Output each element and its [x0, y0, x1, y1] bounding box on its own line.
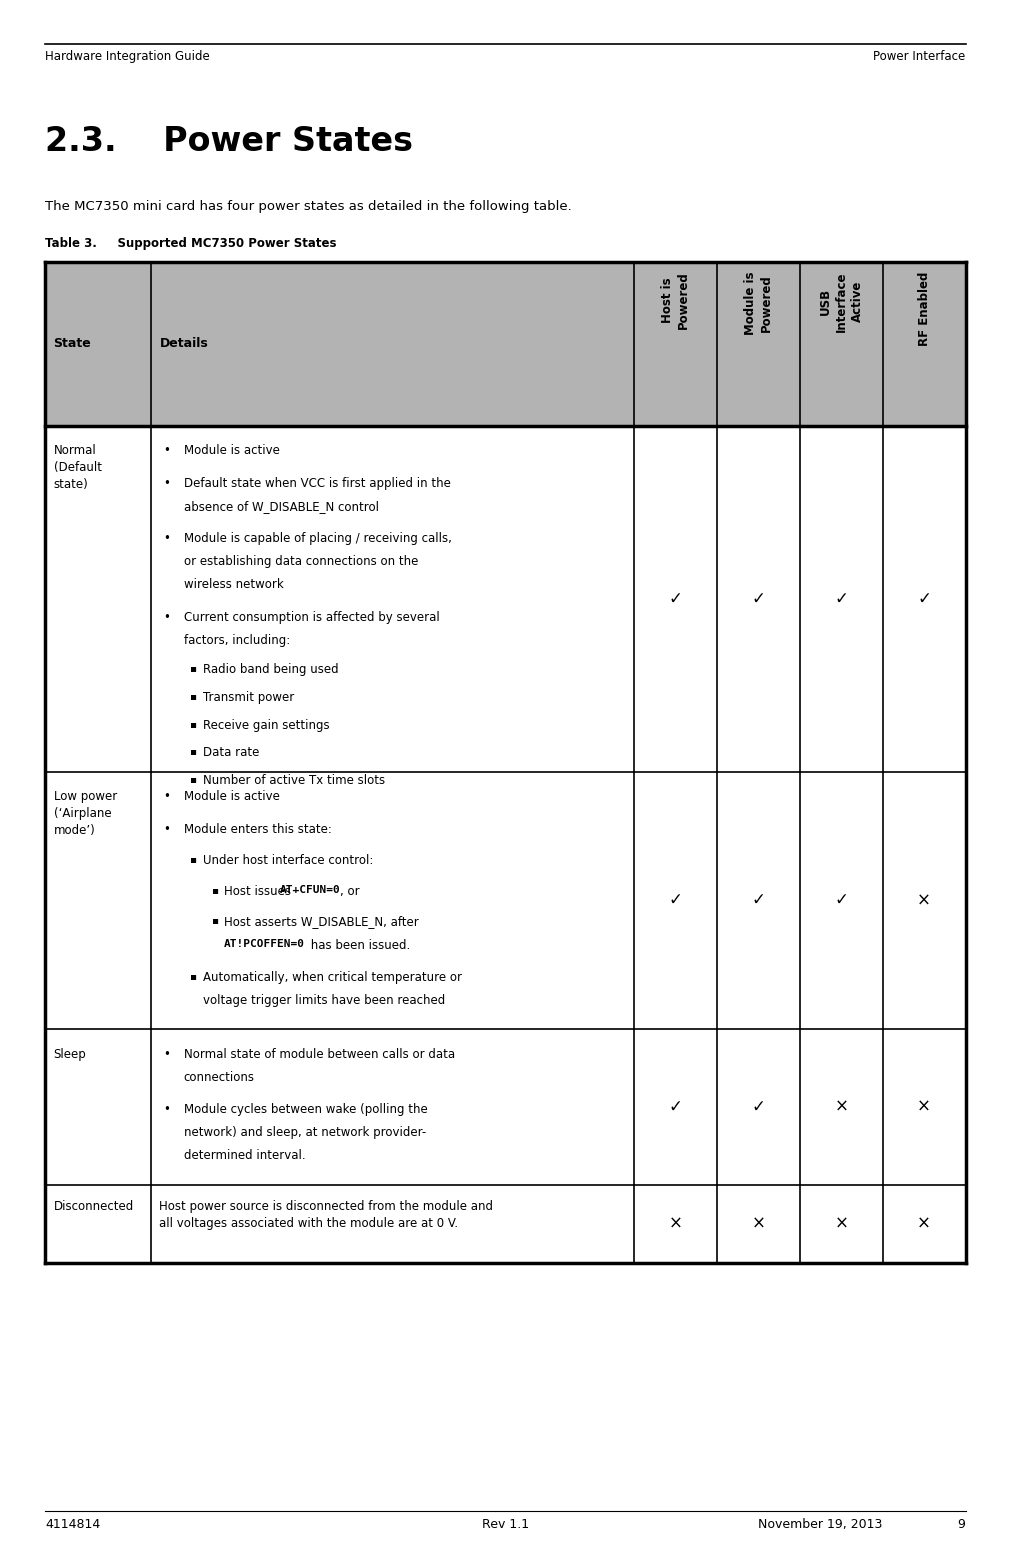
Text: The MC7350 mini card has four power states as detailed in the following table.: The MC7350 mini card has four power stat…	[45, 200, 572, 212]
Text: determined interval.: determined interval.	[184, 1149, 305, 1163]
Text: Module enters this state:: Module enters this state:	[184, 823, 332, 836]
Text: factors, including:: factors, including:	[184, 635, 290, 647]
Text: •: •	[164, 790, 170, 803]
Text: ▪: ▪	[211, 915, 218, 926]
Text: Module is active: Module is active	[184, 790, 279, 803]
Text: Module is capable of placing / receiving calls,: Module is capable of placing / receiving…	[184, 532, 452, 546]
Text: Low power
(‘Airplane
mode’): Low power (‘Airplane mode’)	[54, 790, 117, 837]
Text: wireless network: wireless network	[184, 578, 283, 591]
Text: ▪: ▪	[189, 854, 196, 864]
Text: Current consumption is affected by several: Current consumption is affected by sever…	[184, 611, 440, 624]
Text: ×: ×	[834, 1214, 848, 1233]
Text: ▪: ▪	[189, 775, 196, 784]
Text: Power Interface: Power Interface	[874, 50, 966, 62]
Text: ×: ×	[917, 1214, 931, 1233]
Text: State: State	[54, 337, 91, 351]
Text: Host power source is disconnected from the module and
all voltages associated wi: Host power source is disconnected from t…	[160, 1200, 493, 1230]
Text: Disconnected: Disconnected	[54, 1200, 133, 1213]
Text: ✓: ✓	[917, 589, 931, 608]
Text: •: •	[164, 1048, 170, 1060]
Text: Host issues: Host issues	[224, 884, 295, 898]
Bar	[45, 262, 966, 426]
Text: voltage trigger limits have been reached: voltage trigger limits have been reached	[203, 995, 445, 1007]
Text: Radio band being used: Radio band being used	[203, 663, 339, 677]
Text: AT!PCOFFEN=0: AT!PCOFFEN=0	[224, 939, 305, 948]
Text: Module cycles between wake (polling the: Module cycles between wake (polling the	[184, 1104, 428, 1116]
Text: •: •	[164, 1104, 170, 1116]
Text: ▪: ▪	[189, 663, 196, 673]
Text: •: •	[164, 477, 170, 490]
Text: 4114814: 4114814	[45, 1518, 101, 1531]
Text: Automatically, when critical temperature or: Automatically, when critical temperature…	[203, 971, 462, 984]
Text: 2.3.    Power States: 2.3. Power States	[45, 125, 413, 157]
Text: Module is active: Module is active	[184, 444, 279, 457]
Text: Details: Details	[160, 337, 208, 351]
Text: connections: connections	[184, 1071, 255, 1084]
Text: Default state when VCC is first applied in the: Default state when VCC is first applied …	[184, 477, 451, 490]
Text: ▪: ▪	[189, 747, 196, 756]
Text: ×: ×	[668, 1214, 682, 1233]
Text: network) and sleep, at network provider-: network) and sleep, at network provider-	[184, 1126, 426, 1140]
Text: Normal
(Default
state): Normal (Default state)	[54, 444, 101, 491]
Text: ×: ×	[834, 1098, 848, 1116]
Text: Hardware Integration Guide: Hardware Integration Guide	[45, 50, 210, 62]
Text: Data rate: Data rate	[203, 747, 259, 759]
Text: ✓: ✓	[668, 1098, 682, 1116]
Text: ▪: ▪	[211, 884, 218, 895]
Text: November 19, 2013: November 19, 2013	[758, 1518, 883, 1531]
Text: •: •	[164, 444, 170, 457]
Text: Sleep: Sleep	[54, 1048, 86, 1060]
Text: Receive gain settings: Receive gain settings	[203, 719, 330, 731]
Text: , or: , or	[341, 884, 360, 898]
Text: ✓: ✓	[751, 892, 765, 909]
Text: ×: ×	[917, 1098, 931, 1116]
Text: Rev 1.1: Rev 1.1	[482, 1518, 529, 1531]
Text: Transmit power: Transmit power	[203, 691, 294, 705]
Text: ✓: ✓	[834, 892, 848, 909]
Text: AT+CFUN=0: AT+CFUN=0	[280, 884, 341, 895]
Text: ▪: ▪	[189, 719, 196, 728]
Text: 9: 9	[957, 1518, 966, 1531]
Text: ▪: ▪	[189, 971, 196, 981]
Text: •: •	[164, 611, 170, 624]
Text: RF Enabled: RF Enabled	[918, 271, 930, 346]
Text: USB
Interface
Active: USB Interface Active	[819, 271, 863, 332]
Text: ✓: ✓	[751, 589, 765, 608]
Text: Normal state of module between calls or data: Normal state of module between calls or …	[184, 1048, 455, 1060]
Text: Under host interface control:: Under host interface control:	[203, 854, 373, 867]
Text: absence of W_DISABLE_N control: absence of W_DISABLE_N control	[184, 500, 379, 513]
Text: Module is
Powered: Module is Powered	[744, 271, 773, 335]
Text: or establishing data connections on the: or establishing data connections on the	[184, 555, 418, 569]
Text: ✓: ✓	[834, 589, 848, 608]
Text: •: •	[164, 823, 170, 836]
Text: Host is
Powered: Host is Powered	[661, 271, 691, 329]
Text: ×: ×	[751, 1214, 765, 1233]
Text: ✓: ✓	[668, 589, 682, 608]
Text: Host asserts W_DISABLE_N, after: Host asserts W_DISABLE_N, after	[224, 915, 419, 929]
Text: ×: ×	[917, 892, 931, 909]
Text: ✓: ✓	[751, 1098, 765, 1116]
Text: Number of active Tx time slots: Number of active Tx time slots	[203, 775, 385, 787]
Text: •: •	[164, 532, 170, 546]
Text: has been issued.: has been issued.	[307, 939, 410, 951]
Text: ✓: ✓	[668, 892, 682, 909]
Text: ▪: ▪	[189, 691, 196, 702]
Text: Table 3.     Supported MC7350 Power States: Table 3. Supported MC7350 Power States	[45, 237, 337, 249]
